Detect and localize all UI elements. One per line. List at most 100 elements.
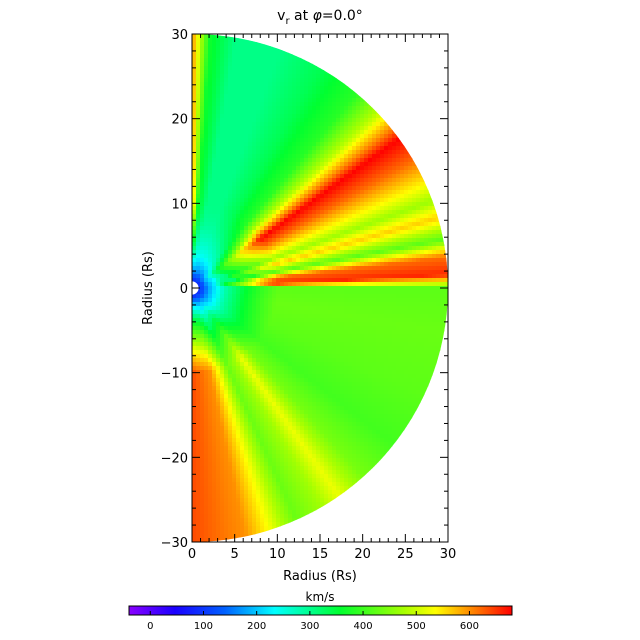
heatmap-cell (344, 154, 349, 159)
heatmap-cell (336, 162, 341, 167)
heatmap-cell (432, 294, 437, 299)
heatmap-cell (380, 382, 385, 387)
heatmap-cell (300, 94, 305, 99)
heatmap-cell (288, 382, 293, 387)
heatmap-cell (248, 370, 253, 375)
heatmap-cell (344, 302, 349, 307)
heatmap-cell (332, 190, 337, 195)
heatmap-cell (364, 210, 369, 215)
heatmap-cell (264, 190, 269, 195)
heatmap-cell (288, 218, 293, 223)
heatmap-cell (212, 214, 217, 219)
heatmap-cell (432, 342, 437, 347)
heatmap-cell (356, 378, 361, 383)
heatmap-cell (192, 298, 197, 303)
heatmap-cell (404, 322, 409, 327)
heatmap-cell (380, 326, 385, 331)
heatmap-cell (268, 214, 273, 219)
heatmap-cell (256, 190, 261, 195)
heatmap-cell (212, 234, 217, 239)
heatmap-cell (336, 258, 341, 263)
heatmap-cell (196, 266, 201, 271)
heatmap-cell (284, 330, 289, 335)
heatmap-cell (292, 94, 297, 99)
heatmap-cell (252, 270, 257, 275)
heatmap-cell (356, 270, 361, 275)
heatmap-cell (340, 206, 345, 211)
heatmap-cell (196, 282, 201, 287)
heatmap-cell (284, 226, 289, 231)
heatmap-cell (220, 230, 225, 235)
heatmap-cell (344, 218, 349, 223)
heatmap-cell (376, 250, 381, 255)
heatmap-cell (288, 270, 293, 275)
heatmap-cell (332, 138, 337, 143)
heatmap-cell (392, 194, 397, 199)
heatmap-cell (392, 250, 397, 255)
heatmap-cell (388, 234, 393, 239)
heatmap-cell (352, 118, 357, 123)
heatmap-cell (280, 218, 285, 223)
heatmap-cell (284, 250, 289, 255)
heatmap-cell (372, 198, 377, 203)
heatmap-cell (392, 258, 397, 263)
heatmap-cell (276, 330, 281, 335)
heatmap-cell (220, 350, 225, 355)
heatmap-cell (196, 330, 201, 335)
heatmap-cell (336, 270, 341, 275)
heatmap-cell (204, 330, 209, 335)
heatmap-cell (360, 238, 365, 243)
heatmap-cell (224, 394, 229, 399)
heatmap-cell (212, 50, 217, 55)
heatmap-cell (392, 350, 397, 355)
heatmap-cell (320, 354, 325, 359)
heatmap-cell (420, 230, 425, 235)
heatmap-cell (280, 338, 285, 343)
heatmap-cell (408, 302, 413, 307)
heatmap-cell (224, 370, 229, 375)
heatmap-cell (332, 330, 337, 335)
heatmap-cell (280, 326, 285, 331)
heatmap-cell (384, 310, 389, 315)
heatmap-cell (308, 202, 313, 207)
heatmap-cell (432, 214, 437, 219)
heatmap-cell (392, 330, 397, 335)
heatmap-cell (336, 234, 341, 239)
heatmap-cell (208, 366, 213, 371)
heatmap-cell (220, 94, 225, 99)
heatmap-cell (224, 362, 229, 367)
heatmap-cell (200, 178, 205, 183)
heatmap-cell (208, 386, 213, 391)
heatmap-cell (256, 226, 261, 231)
heatmap-cell (192, 342, 197, 347)
heatmap-cell (280, 198, 285, 203)
heatmap-cell (332, 370, 337, 375)
heatmap-cell (308, 274, 313, 279)
heatmap-cell (244, 242, 249, 247)
heatmap-cell (368, 334, 373, 339)
heatmap-cell (224, 382, 229, 387)
heatmap-cell (212, 374, 217, 379)
heatmap-cell (336, 354, 341, 359)
heatmap-cell (396, 298, 401, 303)
heatmap-cell (424, 382, 429, 387)
heatmap-cell (192, 102, 197, 107)
heatmap-cell (272, 266, 277, 271)
heatmap-cell (380, 370, 385, 375)
heatmap-cell (260, 390, 265, 395)
heatmap-cell (352, 310, 357, 315)
heatmap-cell (260, 370, 265, 375)
heatmap-cell (304, 334, 309, 339)
heatmap-cell (352, 346, 357, 351)
heatmap-cell (376, 158, 381, 163)
heatmap-cell (240, 98, 245, 103)
heatmap-cell (344, 102, 349, 107)
heatmap-cell (216, 170, 221, 175)
heatmap-cell (364, 370, 369, 375)
heatmap-cell (236, 102, 241, 107)
heatmap-cell (356, 210, 361, 215)
heatmap-cell (332, 306, 337, 311)
heatmap-cell (248, 206, 253, 211)
heatmap-cell (212, 370, 217, 375)
heatmap-cell (260, 190, 265, 195)
